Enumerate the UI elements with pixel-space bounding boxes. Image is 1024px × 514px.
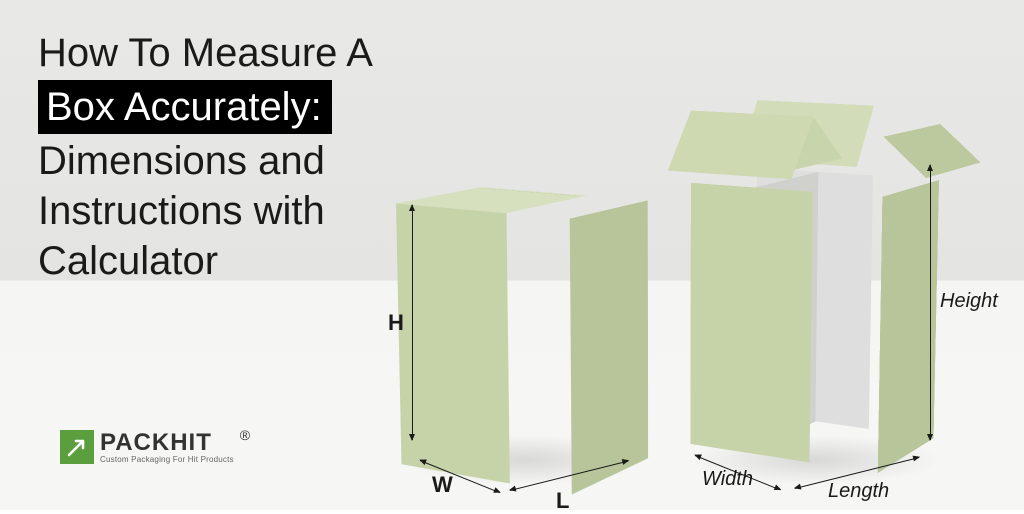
- open-length-label: Length: [828, 480, 889, 503]
- closed-height-arrow: [412, 205, 413, 440]
- open-height-arrow: [930, 165, 931, 440]
- box-open-flap-front: [668, 110, 814, 179]
- registered-mark: ®: [240, 427, 250, 443]
- closed-height-label: H: [388, 310, 404, 336]
- arrow-up-right-icon: [66, 436, 88, 458]
- brand-logo-text: PACKHIT Custom Packaging For Hit Product…: [100, 431, 234, 464]
- open-width-label: Width: [702, 468, 753, 491]
- brand-logo-mark: [60, 430, 94, 464]
- brand-logo: PACKHIT Custom Packaging For Hit Product…: [60, 430, 250, 464]
- box-closed-front-face: [396, 203, 510, 483]
- box-closed-right-face: [570, 200, 648, 494]
- box-open-front-face: [690, 183, 812, 463]
- closed-width-label: W: [432, 472, 453, 498]
- brand-tagline: Custom Packaging For Hit Products: [100, 455, 234, 464]
- scene-background: How To Measure A Box Accurately: Dimensi…: [0, 0, 1024, 510]
- closed-length-label: L: [556, 488, 569, 514]
- open-height-label: Height: [940, 290, 998, 313]
- brand-name: PACKHIT: [100, 431, 234, 455]
